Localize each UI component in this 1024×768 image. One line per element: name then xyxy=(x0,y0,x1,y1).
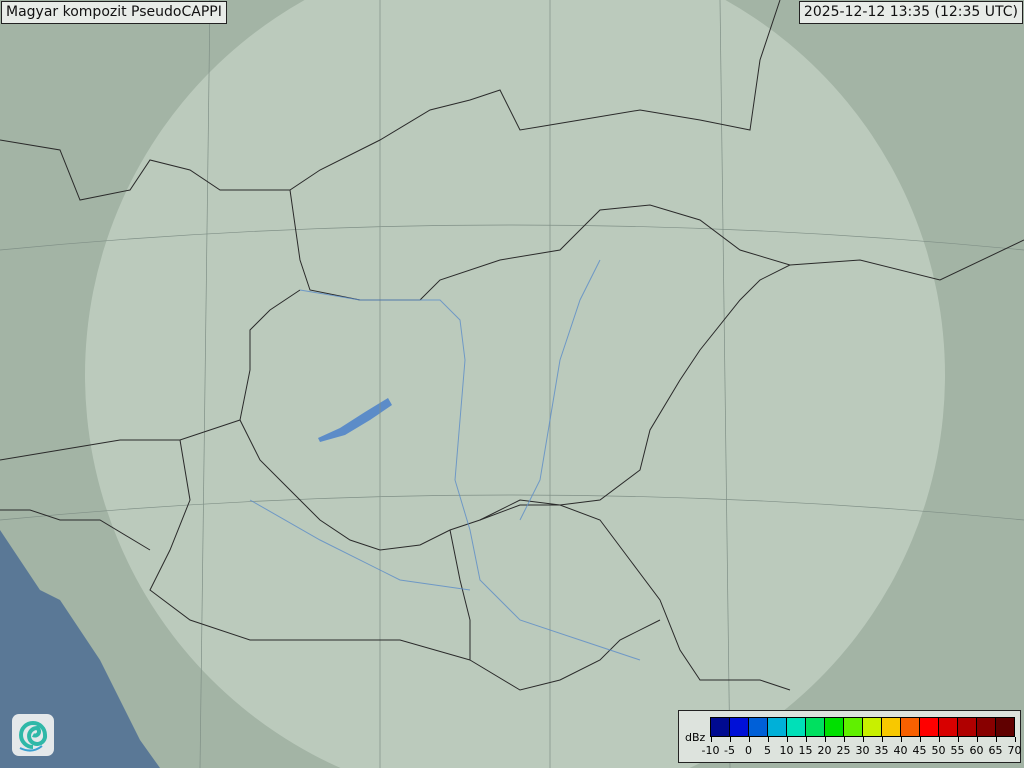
legend-color-cell xyxy=(825,718,844,736)
legend-tick-mark xyxy=(1014,737,1016,742)
legend-color-cell xyxy=(730,718,749,736)
legend-color-cell xyxy=(939,718,958,736)
legend-tick-label: 50 xyxy=(931,744,946,757)
legend-color-cell xyxy=(977,718,996,736)
legend-tick-label: 70 xyxy=(1007,744,1022,757)
legend-tick-mark xyxy=(710,737,712,742)
legend-tick-mark xyxy=(919,737,921,742)
sea-adriatic xyxy=(0,530,160,768)
legend-color-bar xyxy=(710,717,1015,737)
radar-coverage-area xyxy=(85,0,945,768)
legend-color-cell xyxy=(863,718,882,736)
legend-tick-mark xyxy=(995,737,997,742)
legend-tick-label: 10 xyxy=(779,744,794,757)
legend-tick-label: -10 xyxy=(701,744,720,757)
legend-color-cell xyxy=(749,718,768,736)
legend-tick-mark xyxy=(881,737,883,742)
lake-balaton xyxy=(318,398,392,442)
legend-color-cell xyxy=(711,718,730,736)
legend-tick-label: 0 xyxy=(745,744,752,757)
legend-tick-mark xyxy=(900,737,902,742)
legend-tick-label: 55 xyxy=(950,744,965,757)
map-title: Magyar kompozit PseudoCAPPI xyxy=(1,1,227,24)
legend-unit: dBz xyxy=(685,731,706,744)
legend-color-cell xyxy=(920,718,939,736)
rivers xyxy=(249,259,641,661)
legend-tick-mark xyxy=(824,737,826,742)
legend-tick-label: 30 xyxy=(855,744,870,757)
legend-color-cell xyxy=(958,718,977,736)
legend-tick-mark xyxy=(843,737,845,742)
legend-color-cell xyxy=(901,718,920,736)
legend-tick-label: 15 xyxy=(798,744,813,757)
legend-color-cell xyxy=(844,718,863,736)
country-borders xyxy=(0,0,1024,691)
legend-tick-label: 5 xyxy=(764,744,771,757)
legend-color-cell xyxy=(787,718,806,736)
legend-tick-label: 45 xyxy=(912,744,927,757)
legend-color-cell xyxy=(996,718,1014,736)
legend-tick-mark xyxy=(729,737,731,742)
timestamp: 2025-12-12 13:35 (12:35 UTC) xyxy=(798,1,1023,24)
legend-tick-mark xyxy=(748,737,750,742)
dbz-color-legend: dBz -10 -5 0 5 10 15 20 25 30 35 40 45 50 55 60 65 70 xyxy=(678,710,1022,763)
legend-tick-mark xyxy=(805,737,807,742)
legend-tick-label: 20 xyxy=(817,744,832,757)
legend-tick-mark xyxy=(976,737,978,742)
legend-tick-mark xyxy=(862,737,864,742)
legend-tick-label: -5 xyxy=(724,744,735,757)
legend-color-cell xyxy=(882,718,901,736)
legend-tick-mark xyxy=(938,737,940,742)
legend-tick-label: 35 xyxy=(874,744,889,757)
legend-color-cell xyxy=(806,718,825,736)
swirl-logo-icon xyxy=(12,714,54,756)
legend-tick-label: 60 xyxy=(969,744,984,757)
legend-tick-mark xyxy=(957,737,959,742)
legend-tick-mark xyxy=(786,737,788,742)
legend-tick-label: 40 xyxy=(893,744,908,757)
legend-color-cell xyxy=(768,718,787,736)
legend-tick-label: 25 xyxy=(836,744,851,757)
legend-tick-mark xyxy=(767,737,769,742)
legend-tick-label: 65 xyxy=(988,744,1003,757)
